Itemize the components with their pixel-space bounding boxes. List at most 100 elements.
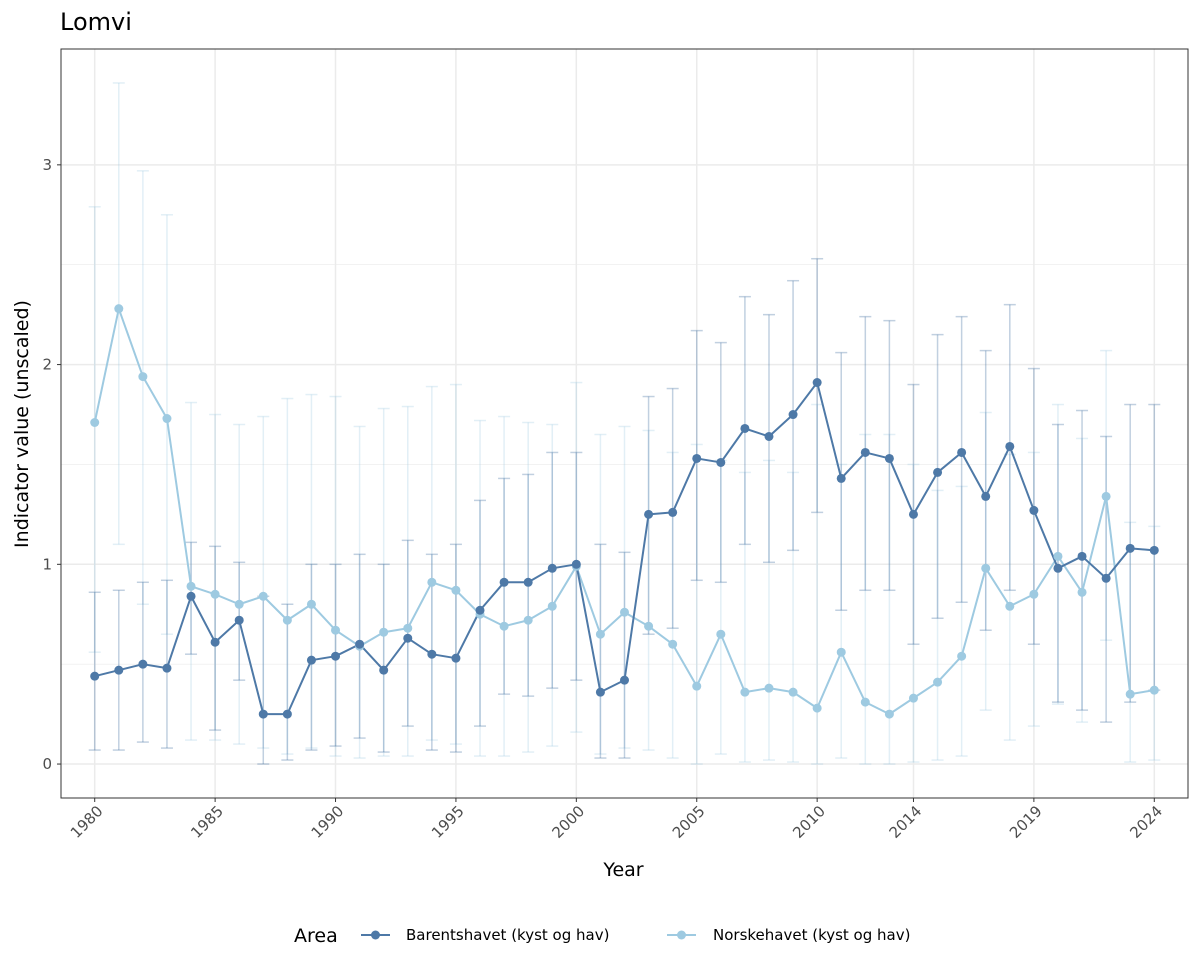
data-point xyxy=(1053,551,1063,561)
error-bar xyxy=(329,395,342,757)
data-point xyxy=(812,378,822,388)
error-bar xyxy=(762,459,775,761)
data-point xyxy=(1125,543,1135,553)
data-point xyxy=(908,509,918,519)
data-point xyxy=(957,651,967,661)
error-bar xyxy=(377,407,390,757)
x-tick-label: 1995 xyxy=(428,802,468,842)
data-point xyxy=(451,585,461,595)
data-point xyxy=(547,563,557,573)
error-bar xyxy=(955,315,968,604)
error-bar xyxy=(570,381,583,733)
error-bar xyxy=(233,423,246,745)
data-point xyxy=(379,665,389,675)
data-point xyxy=(162,414,172,424)
y-tick-label: 3 xyxy=(42,156,52,174)
data-point xyxy=(186,581,196,591)
data-point xyxy=(692,681,702,691)
data-point xyxy=(403,633,413,643)
legend: Area Barentshavet (kyst og hav) Norskeha… xyxy=(294,925,910,947)
data-point xyxy=(162,663,172,673)
x-axis-title: Year xyxy=(602,859,643,881)
data-point xyxy=(210,637,220,647)
data-point xyxy=(282,709,292,719)
error-bar xyxy=(112,82,125,546)
data-point xyxy=(499,621,509,631)
series-points xyxy=(90,304,1159,719)
data-point xyxy=(860,697,870,707)
legend-label: Norskehavet (kyst og hav) xyxy=(713,926,910,944)
data-point xyxy=(306,655,316,665)
error-bar xyxy=(1148,525,1161,761)
data-point xyxy=(933,467,943,477)
error-bar xyxy=(979,349,992,631)
x-tick-label: 2005 xyxy=(669,802,709,842)
legend-key-point xyxy=(677,930,686,940)
data-point xyxy=(138,659,148,669)
data-point xyxy=(90,418,100,428)
x-tick-label: 1990 xyxy=(308,802,348,842)
data-point xyxy=(716,457,726,467)
data-point xyxy=(933,677,943,687)
data-point xyxy=(595,629,605,639)
error-bar xyxy=(1051,423,1064,703)
legend-title: Area xyxy=(294,925,338,947)
error-bar xyxy=(257,415,270,749)
error-bar xyxy=(257,595,270,765)
y-tick-label: 0 xyxy=(42,755,52,773)
data-point xyxy=(451,653,461,663)
data-point xyxy=(475,605,485,615)
data-point xyxy=(1101,491,1111,501)
data-point xyxy=(1029,589,1039,599)
x-tick-label: 2024 xyxy=(1126,802,1166,842)
data-point xyxy=(764,431,774,441)
data-point xyxy=(668,639,678,649)
data-point xyxy=(258,709,268,719)
data-point xyxy=(620,675,629,685)
data-point xyxy=(331,625,341,635)
data-point xyxy=(499,577,509,587)
data-point xyxy=(1125,689,1135,699)
legend-key-point xyxy=(371,930,380,940)
x-tick-label: 2010 xyxy=(789,802,829,842)
error-bar xyxy=(88,206,101,653)
error-bar xyxy=(401,405,414,757)
error-bar xyxy=(1027,451,1040,727)
error-bar xyxy=(618,551,631,759)
error-bar xyxy=(449,383,462,745)
data-point xyxy=(379,627,389,637)
error-bar xyxy=(88,591,101,751)
data-point xyxy=(1053,563,1063,573)
legend-item-norskehavet: Norskehavet (kyst og hav) xyxy=(667,926,910,944)
error-bar xyxy=(281,397,294,755)
y-axis-title: Indicator value (unscaled) xyxy=(11,300,33,548)
data-point xyxy=(138,372,148,382)
data-point xyxy=(668,507,678,517)
data-point xyxy=(812,703,822,713)
data-point xyxy=(1149,545,1159,555)
error-bar xyxy=(883,433,896,765)
error-bar xyxy=(738,471,751,763)
error-bar xyxy=(401,539,414,727)
error-bar xyxy=(377,563,390,753)
data-point xyxy=(692,453,702,463)
y-axis: 0 1 2 3 xyxy=(42,156,61,773)
data-point xyxy=(234,615,244,625)
error-bar xyxy=(185,401,198,741)
data-point xyxy=(740,423,750,433)
data-point xyxy=(258,591,268,601)
x-tick-label: 2000 xyxy=(548,802,588,842)
data-point xyxy=(836,473,846,483)
error-bar xyxy=(979,411,992,711)
data-point xyxy=(355,639,365,649)
data-point xyxy=(186,591,196,601)
data-point xyxy=(884,453,894,463)
error-bar xyxy=(859,433,872,765)
error-bar xyxy=(281,603,294,761)
error-bar xyxy=(787,471,800,763)
data-point xyxy=(282,615,292,625)
data-point xyxy=(1149,685,1159,695)
error-bar xyxy=(738,295,751,546)
data-point xyxy=(788,410,798,420)
x-tick-label: 2019 xyxy=(1006,802,1046,842)
